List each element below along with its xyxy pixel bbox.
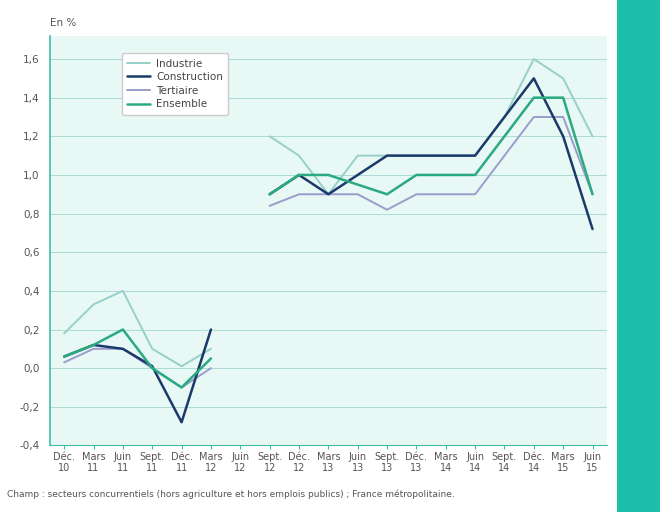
Tertiaire — [412, 191, 420, 197]
Construction — [60, 353, 68, 359]
Tertiaire — [500, 153, 508, 159]
Tertiaire — [90, 346, 98, 352]
Industrie — [207, 346, 215, 352]
Industrie — [383, 153, 391, 159]
Tertiaire — [354, 191, 362, 197]
Construction — [500, 114, 508, 120]
Tertiaire — [383, 207, 391, 213]
Tertiaire — [60, 359, 68, 366]
Ensemble — [324, 172, 332, 178]
Industrie — [530, 56, 538, 62]
Construction — [207, 327, 215, 333]
Text: En %: En % — [50, 18, 76, 28]
Ensemble — [412, 172, 420, 178]
Tertiaire — [589, 191, 597, 197]
Tertiaire — [559, 114, 567, 120]
Ensemble — [559, 95, 567, 101]
Tertiaire — [148, 365, 156, 371]
Construction — [530, 75, 538, 81]
Construction — [324, 191, 332, 197]
Industrie — [354, 153, 362, 159]
Ensemble — [90, 342, 98, 348]
Construction — [148, 363, 156, 369]
Construction — [354, 172, 362, 178]
Tertiaire — [442, 191, 449, 197]
Industrie — [266, 133, 274, 139]
Line: Industrie: Industrie — [64, 59, 593, 366]
Tertiaire — [178, 385, 185, 391]
Ensemble — [530, 95, 538, 101]
Construction — [442, 153, 449, 159]
Ensemble — [295, 172, 303, 178]
Tertiaire — [295, 191, 303, 197]
Industrie — [148, 346, 156, 352]
Industrie — [90, 302, 98, 308]
Industrie — [324, 191, 332, 197]
Ensemble — [178, 385, 185, 391]
Industrie — [119, 288, 127, 294]
Construction — [178, 419, 185, 425]
Industrie — [471, 153, 479, 159]
Tertiaire — [530, 114, 538, 120]
Ensemble — [383, 191, 391, 197]
Line: Ensemble: Ensemble — [64, 98, 593, 388]
Ensemble — [442, 172, 449, 178]
Construction — [383, 153, 391, 159]
Tertiaire — [324, 191, 332, 197]
Industrie — [60, 330, 68, 336]
Industrie — [442, 153, 449, 159]
Industrie — [500, 114, 508, 120]
Tertiaire — [266, 203, 274, 209]
Ensemble — [119, 327, 127, 333]
Ensemble — [471, 172, 479, 178]
Line: Construction: Construction — [64, 78, 593, 422]
Tertiaire — [119, 346, 127, 352]
Industrie — [589, 133, 597, 139]
Ensemble — [207, 355, 215, 361]
Industrie — [295, 153, 303, 159]
Construction — [295, 172, 303, 178]
Construction — [90, 342, 98, 348]
Industrie — [559, 75, 567, 81]
Construction — [559, 133, 567, 139]
Tertiaire — [471, 191, 479, 197]
Ensemble — [500, 133, 508, 139]
Construction — [589, 226, 597, 232]
Ensemble — [354, 182, 362, 188]
Construction — [412, 153, 420, 159]
Construction — [266, 191, 274, 197]
Ensemble — [148, 365, 156, 371]
Legend: Industrie, Construction, Tertiaire, Ensemble: Industrie, Construction, Tertiaire, Ense… — [121, 53, 228, 115]
Construction — [119, 346, 127, 352]
Line: Tertiaire: Tertiaire — [64, 117, 593, 388]
Ensemble — [60, 353, 68, 359]
Tertiaire — [207, 365, 215, 371]
Ensemble — [589, 191, 597, 197]
Text: Champ : secteurs concurrentiels (hors agriculture et hors emplois publics) ; Fra: Champ : secteurs concurrentiels (hors ag… — [7, 489, 454, 499]
Construction — [471, 153, 479, 159]
Ensemble — [266, 191, 274, 197]
Industrie — [412, 153, 420, 159]
Industrie — [178, 363, 185, 369]
